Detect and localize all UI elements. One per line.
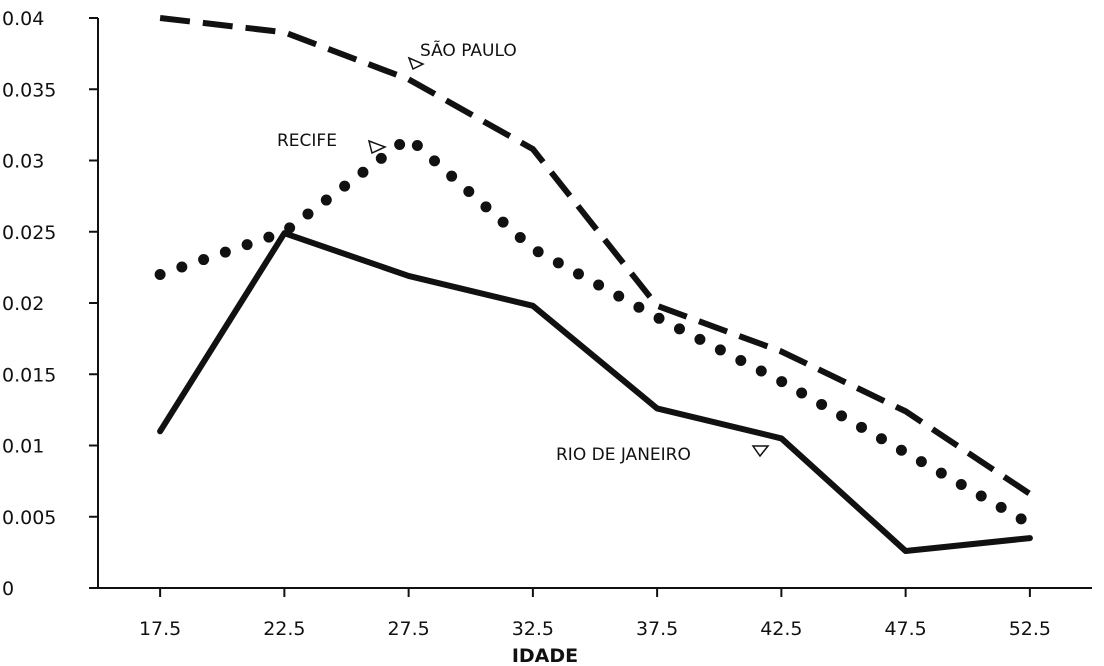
x-axis-ticks: 17.5 22.5 27.5 32.5 37.5 42.5 47.5 52.5 bbox=[139, 588, 1051, 640]
y-tick-label: 0 bbox=[2, 578, 14, 600]
x-tick-label: 37.5 bbox=[636, 618, 678, 640]
y-tick-label: 0.04 bbox=[2, 8, 44, 30]
y-tick-label: 0.015 bbox=[2, 364, 56, 386]
y-tick-label: 0.035 bbox=[2, 79, 56, 101]
y-tick-label: 0.03 bbox=[2, 151, 44, 173]
triangle-marker-rio-icon bbox=[751, 445, 770, 458]
y-tick-label: 0.025 bbox=[2, 222, 56, 244]
x-tick-label: 32.5 bbox=[512, 618, 554, 640]
annotations: SÃO PAULO RECIFE RIO DE JANEIRO bbox=[277, 39, 770, 465]
x-tick-label: 22.5 bbox=[263, 618, 305, 640]
annotation-recife: RECIFE bbox=[277, 131, 337, 151]
x-tick-label: 17.5 bbox=[139, 618, 181, 640]
series-line-recife bbox=[154, 130, 1036, 530]
y-tick-label: 0.005 bbox=[2, 507, 56, 529]
y-tick-label: 0.02 bbox=[2, 293, 44, 315]
triangle-marker-sao-paulo-icon bbox=[407, 56, 425, 71]
series-layer bbox=[154, 15, 1036, 554]
annotation-rio-de-janeiro: RIO DE JANEIRO bbox=[556, 445, 691, 465]
x-tick-label: 27.5 bbox=[387, 618, 429, 640]
x-tick-label: 47.5 bbox=[884, 618, 926, 640]
series-line-s-o-paulo bbox=[159, 15, 1032, 497]
x-tick-label: 52.5 bbox=[1009, 618, 1051, 640]
y-axis-ticks: 0 0.005 0.01 0.015 0.02 0.025 0.03 0.035 0.04 bbox=[2, 8, 98, 600]
annotation-sao-paulo: SÃO PAULO bbox=[420, 39, 517, 61]
triangle-marker-recife-icon bbox=[367, 139, 387, 155]
x-axis-title: IDADE bbox=[512, 645, 578, 666]
series-line-rio-de-janeiro bbox=[157, 230, 1033, 554]
x-tick-label: 42.5 bbox=[760, 618, 802, 640]
y-tick-label: 0.01 bbox=[2, 436, 44, 458]
axes bbox=[97, 18, 1092, 589]
